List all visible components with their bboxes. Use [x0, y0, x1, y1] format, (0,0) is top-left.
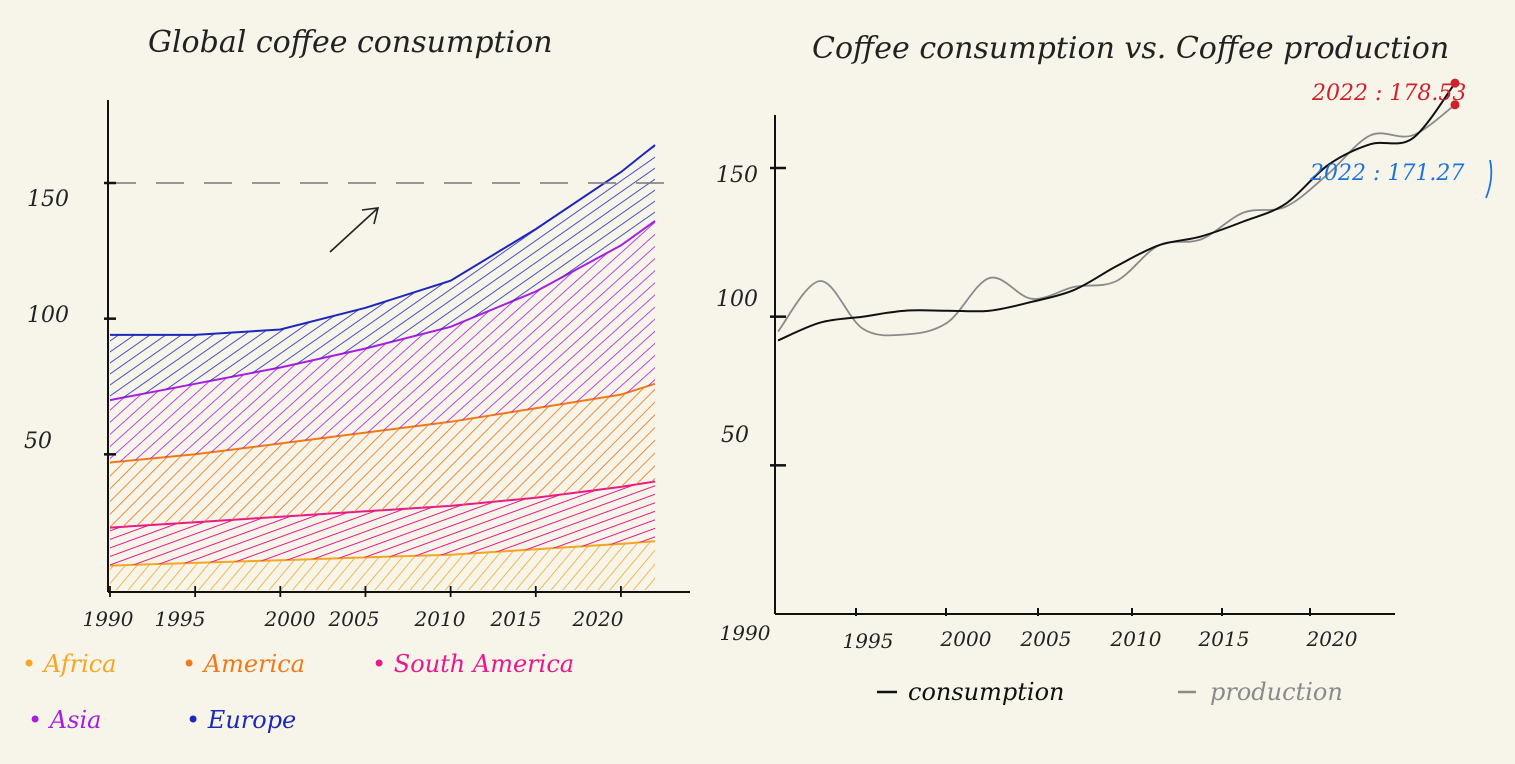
left-y-tick-label: 50: [24, 429, 52, 454]
right-x-ticks: 1990 1995 2000 2005 2010 2015 2020: [720, 621, 1358, 653]
legend-item-consumption: consumption: [908, 678, 1064, 706]
left-x-tick-label: 1990: [83, 607, 134, 631]
right-chart-title: Coffee consumption vs. Coffee production: [812, 31, 1449, 66]
left-x-tick-label: 2010: [414, 607, 466, 631]
right-y-tick-marks: [770, 166, 786, 467]
left-x-ticks: 1990 1995 2000 2005 2010 2015 2020: [83, 607, 624, 631]
annotation-bracket-icon: [1485, 159, 1493, 199]
left-x-tick-label: 2000: [264, 607, 316, 631]
left-legend: • Africa • America • South America • Asi…: [22, 650, 574, 734]
right-y-ticks: 50 100 150: [716, 163, 758, 448]
left-chart: Global coffee consumption 50 100 150 199…: [22, 25, 690, 734]
left-y-tick-label: 100: [27, 303, 69, 328]
legend-item-south-america: • South America: [372, 650, 574, 678]
right-chart-lines: [777, 78, 1460, 342]
right-chart: Coffee consumption vs. Coffee production…: [716, 31, 1493, 706]
right-x-tick-marks: [855, 608, 1311, 616]
trend-arrowhead-icon: [361, 207, 380, 225]
right-y-tick-label: 150: [716, 163, 758, 188]
right-y-tick-label: 50: [721, 423, 749, 448]
annotation-production-2022: 2022 : 171.27: [1309, 161, 1464, 186]
area-asia: [110, 221, 655, 463]
left-x-tick-label: 1995: [155, 607, 206, 631]
area-africa: [110, 541, 655, 590]
right-x-tick-label: 2020: [1306, 627, 1358, 651]
left-x-tick-marks: [109, 586, 622, 597]
line-consumption: [777, 82, 1456, 342]
left-x-tick-label: 2005: [328, 607, 380, 631]
left-chart-title: Global coffee consumption: [148, 25, 553, 60]
trend-arrow-icon: [329, 207, 379, 253]
endpoint-production: [1450, 100, 1460, 110]
area-south-america: [110, 481, 655, 566]
left-y-tick-label: 150: [27, 187, 69, 212]
legend-item-europe: • Europe: [186, 706, 296, 734]
legend-item-production: production: [1210, 678, 1343, 706]
right-x-tick-label: 2000: [940, 627, 992, 651]
annotation-consumption-2022: 2022 : 178.53: [1311, 81, 1466, 106]
legend-item-america: • America: [182, 650, 305, 678]
right-y-tick-label: 100: [716, 287, 758, 312]
area-top-europe: [110, 144, 656, 336]
left-chart-areas: [109, 144, 656, 590]
endpoint-consumption: [1450, 78, 1460, 88]
left-x-tick-label: 2020: [572, 607, 624, 631]
left-x-tick-label: 2015: [490, 607, 542, 631]
legend-item-asia: • Asia: [28, 706, 101, 734]
legend-item-africa: • Africa: [22, 650, 117, 678]
right-x-tick-label: 2010: [1110, 627, 1162, 651]
right-x-tick-label: 2005: [1020, 627, 1072, 651]
line-production: [777, 104, 1456, 337]
left-y-tick-marks: [104, 181, 116, 456]
right-x-tick-label: 1995: [843, 629, 894, 653]
left-y-ticks: 50 100 150: [24, 187, 69, 454]
right-x-tick-label: 1990: [720, 621, 771, 645]
area-america: [110, 383, 655, 528]
right-legend: consumption production: [877, 678, 1343, 706]
area-europe: [110, 145, 655, 401]
right-x-tick-label: 2015: [1198, 627, 1250, 651]
